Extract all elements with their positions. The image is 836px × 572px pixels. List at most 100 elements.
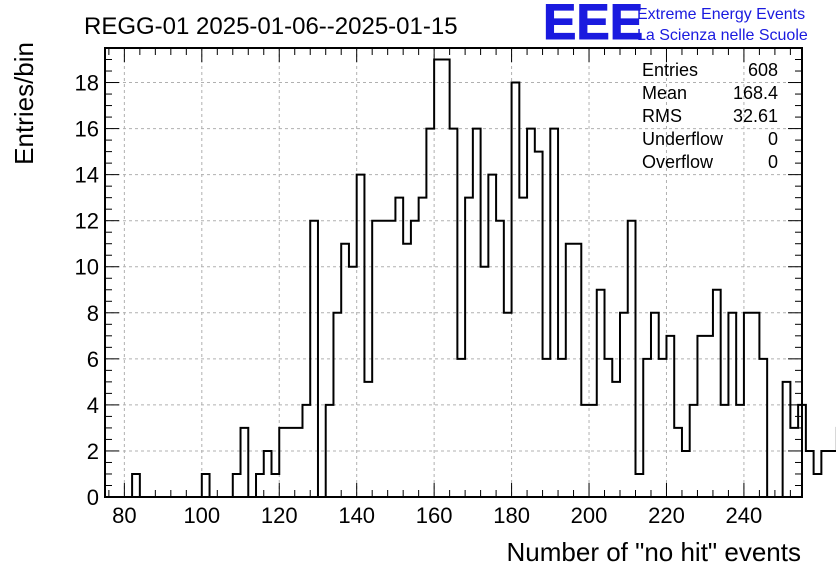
histogram-bin [597,290,605,497]
histogram-bin [690,405,698,497]
histogram-bin [512,83,520,497]
x-tick-label: 120 [261,503,298,528]
histogram-bin [705,336,713,497]
y-tick-label: 6 [87,347,99,372]
histogram-bin [279,428,287,497]
histogram-bin [395,198,403,497]
histogram-bin [651,313,659,497]
y-axis-label: Entries/bin [9,42,39,165]
histogram-bin [713,290,721,497]
histogram-bin [295,428,303,497]
histogram-bin [728,313,736,497]
histogram-bin [550,129,558,497]
stat-label: Underflow [642,129,724,149]
histogram-bin [411,221,419,497]
histogram-bin [581,405,589,497]
x-tick-label: 240 [726,503,763,528]
histogram-line [124,58,836,498]
histogram-bin [612,382,620,497]
histogram-bin [202,474,210,497]
histogram-bin [465,198,473,497]
histogram-bin [349,267,357,497]
histogram-bin [442,60,450,497]
x-tick-label: 80 [112,503,136,528]
histogram-bin [643,359,651,497]
histogram-series [124,58,836,498]
histogram-bin [326,405,334,497]
histogram-bin [333,313,341,497]
stat-label: Mean [642,83,687,103]
histogram-bin [504,313,512,497]
histogram-bin [233,474,241,497]
y-tick-label: 10 [75,255,99,280]
histogram-bin [543,359,551,497]
y-tick-label: 14 [75,163,99,188]
histogram-bin [434,60,442,497]
histogram-bin [806,451,814,497]
y-tick-label: 12 [75,209,99,234]
histogram-bin [364,382,372,497]
logo-line-1: Extreme Energy Events [637,6,805,23]
histogram-bin [697,336,705,497]
histogram-bin [574,244,582,497]
histogram-bin [488,175,496,497]
histogram-bin [419,198,427,497]
histogram-bin [558,359,566,497]
histogram-bin [272,474,280,497]
x-tick-label: 140 [338,503,375,528]
stat-label: Entries [642,60,698,80]
histogram-bin [829,451,836,497]
histogram-bin [341,244,349,497]
stats-box: Entries 608 Mean 168.4 RMS 32.61 Underflow 0 Ove… [642,60,778,172]
histogram-bin [635,474,643,497]
stat-value: 0 [768,152,778,172]
logo-letters: EEE [543,0,643,50]
chart-title: REGG-01 2025-01-06--2025-01-15 [84,13,458,40]
histogram-bin [132,474,140,497]
histogram-bin [674,428,682,497]
stat-value: 32.61 [733,106,778,126]
histogram-bin [302,405,310,497]
histogram-bin [620,313,628,497]
axes: 80 100 120 140 160 180 200 220 24002468101214161… [75,47,802,528]
histogram-bin [759,359,767,497]
histogram-bin [527,129,535,497]
x-tick-label: 200 [571,503,608,528]
histogram-bin [744,313,752,497]
stat-value: 168.4 [733,83,778,103]
histogram-bin [605,359,613,497]
y-tick-label: 18 [75,71,99,96]
plot-frame [104,47,803,498]
stat-value: 0 [768,129,778,149]
histogram-bin [256,474,264,497]
y-tick-label: 0 [87,485,99,510]
x-tick-label: 100 [183,503,220,528]
stat-value: 608 [748,60,778,80]
histogram-bin [357,175,365,497]
histogram-bin [535,152,543,497]
x-tick-label: 180 [493,503,530,528]
histogram-bin [496,221,504,497]
histogram-bin [403,244,411,497]
histogram-bin [736,405,744,497]
histogram-bin [666,336,674,497]
y-tick-label: 4 [87,393,99,418]
histogram-bin [752,313,760,497]
y-tick-label: 16 [75,117,99,142]
histogram-bin [481,267,489,497]
histogram-bin [264,451,272,497]
eee-logo: EEE Extreme Energy Events La Scienza nel… [543,0,808,51]
histogram-bin [821,451,829,497]
histogram-bin [814,474,822,497]
histogram-bin [628,221,636,497]
x-tick-label: 220 [648,503,685,528]
histogram-bin [372,221,380,497]
histogram-bin [450,129,458,497]
histogram-bin [519,198,527,497]
histogram-bin [287,428,295,497]
histogram-bin [457,359,465,497]
y-tick-label: 2 [87,439,99,464]
histogram-bin [380,221,388,497]
histogram-bin [426,129,434,497]
stat-label: Overflow [642,152,714,172]
